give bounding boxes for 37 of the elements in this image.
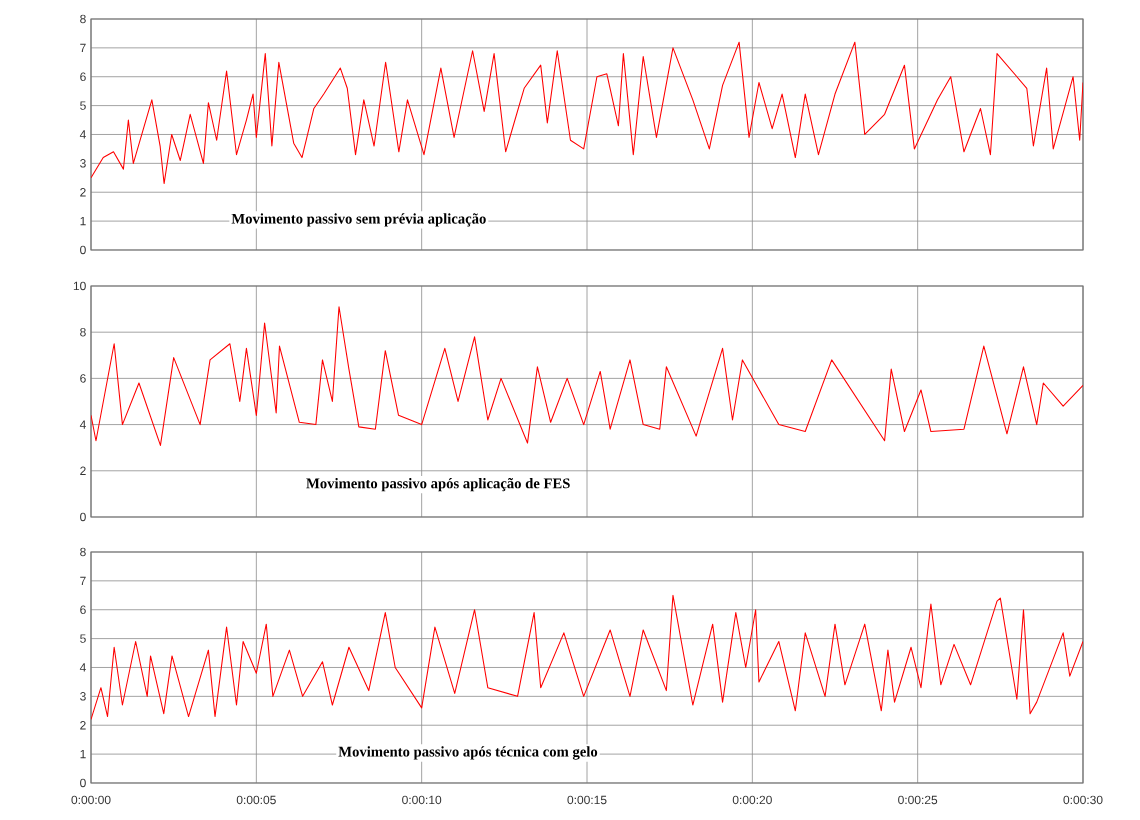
x-tick-label: 0:00:25 (898, 795, 938, 805)
line-series (91, 41, 1083, 185)
x-tick-label: 0:00:05 (236, 795, 276, 805)
annotation: Movimento passivo após técnica com gelo (338, 746, 598, 760)
y-tick-label: 4 (79, 130, 86, 139)
annotation: Movimento passivo sem prévia aplicação (231, 213, 486, 227)
y-tick-label: 0 (80, 245, 86, 255)
x-tick-label: 0:00:15 (567, 795, 607, 805)
y-tick-label: 8 (80, 14, 86, 24)
x-tick-label: 0:00:00 (71, 795, 111, 805)
y-tick-label: 1 (80, 749, 86, 759)
y-tick-label: 10 (73, 281, 86, 291)
y-tick-label: 5 (80, 634, 86, 643)
line-series (91, 306, 1083, 446)
x-tick-label: 0:00:20 (732, 795, 772, 805)
y-tick-label: 2 (80, 466, 86, 475)
y-tick-label: 2 (80, 188, 86, 197)
y-tick-label: 7 (80, 576, 86, 585)
x-tick-label: 0:00:30 (1063, 795, 1103, 805)
y-tick-label: 2 (80, 721, 86, 730)
line-series (91, 594, 1083, 720)
x-tick-label: 0:00:10 (402, 795, 442, 805)
y-tick-label: 3 (80, 692, 86, 701)
y-tick-label: 1 (80, 216, 86, 226)
y-tick-label: 6 (80, 605, 86, 614)
y-tick-label: 4 (79, 663, 86, 672)
y-tick-label: 8 (80, 327, 86, 337)
y-tick-label: 6 (80, 72, 86, 81)
annotation: Movimento passivo após aplicação de FES (306, 477, 570, 492)
y-tick-label: 0 (80, 512, 86, 522)
y-tick-label: 0 (80, 778, 86, 788)
y-tick-label: 5 (80, 101, 86, 110)
y-tick-label: 4 (79, 420, 86, 429)
y-tick-label: 6 (80, 374, 86, 383)
y-tick-label: 7 (80, 43, 86, 52)
y-tick-label: 3 (80, 159, 86, 168)
y-tick-label: 8 (80, 547, 86, 557)
